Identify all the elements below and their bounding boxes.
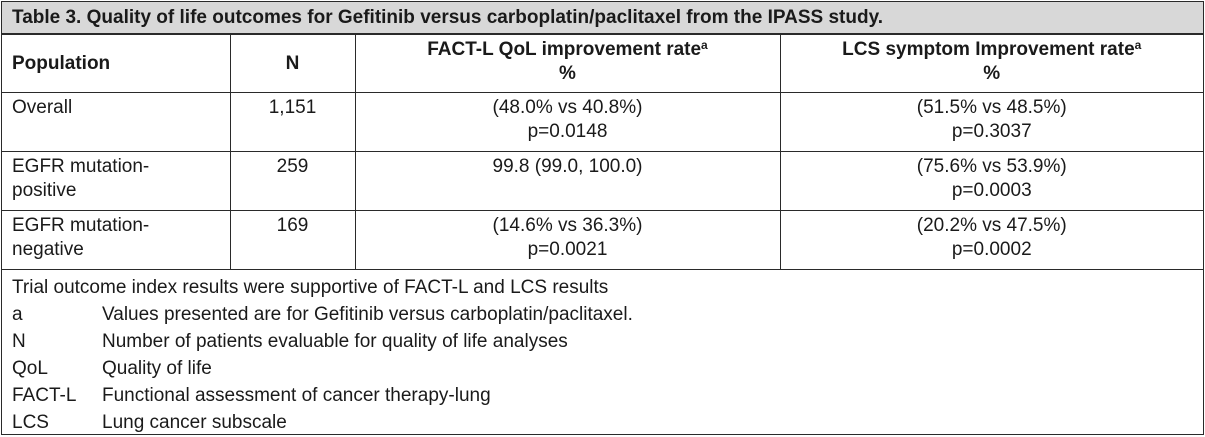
definitions-list: a Values presented are for Gefitinib vers… [12, 301, 1193, 436]
definition-text: Quality of life [102, 358, 212, 379]
definition-term: FACT-L [12, 385, 77, 406]
cell-fact-l: 99.8 (99.0, 100.0) [354, 151, 781, 211]
definition-item: LCS Lung cancer subscale [12, 409, 1193, 436]
header-lcs-unit: % [983, 63, 1001, 84]
definition-text: Number of patients evaluable for quality… [102, 331, 568, 352]
table-footnotes: Trial outcome index results were support… [2, 270, 1203, 436]
cell-lcs-line: (51.5% vs 48.5%) [916, 97, 1067, 118]
header-fact-l-label: FACT-L QoL improvement rate [427, 39, 702, 60]
cell-lcs-line: p=0.3037 [951, 121, 1032, 142]
table-row: Overall 1,151 (48.0% vs 40.8%) p=0.0148 (51.… [2, 92, 1203, 152]
cell-population-line: EGFR mutation- [12, 215, 150, 236]
cell-lcs-line: p=0.0002 [951, 239, 1032, 260]
cell-fact-l: (14.6% vs 36.3%) p=0.0021 [354, 210, 781, 270]
cell-population-line: positive [12, 180, 77, 201]
cell-fact-l: (48.0% vs 40.8%) p=0.0148 [354, 92, 781, 152]
cell-lcs-line: (75.6% vs 53.9%) [916, 156, 1067, 177]
table-row: EGFR mutation-positive 259 99.8 (99.0, 100… [2, 151, 1203, 211]
definition-item: a Values presented are for Gefitinib vers… [12, 301, 1193, 328]
header-lcs-footnote-mark: a [1134, 38, 1142, 52]
definition-item: N Number of patients evaluable for qualit… [12, 328, 1193, 355]
cell-lcs: (75.6% vs 53.9%) p=0.0003 [779, 151, 1203, 211]
header-population: Population [2, 34, 231, 93]
cell-population: EGFR mutation-negative [2, 210, 231, 270]
definition-term: LCS [12, 412, 49, 433]
table-title: Table 3. Quality of life outcomes for Ge… [2, 2, 1203, 34]
table-row: EGFR mutation-negative 169 (14.6% vs 36.3%… [2, 210, 1203, 270]
cell-lcs-line: (20.2% vs 47.5%) [916, 215, 1067, 236]
cell-lcs-line: p=0.0003 [951, 180, 1032, 201]
cell-fact-l-line: (48.0% vs 40.8%) [492, 97, 643, 118]
cell-fact-l-line: (14.6% vs 36.3%) [492, 215, 643, 236]
definition-text: Values presented are for Gefitinib versu… [102, 304, 633, 325]
definition-text: Functional assessment of cancer therapy-… [102, 385, 491, 406]
cell-fact-l-line: p=0.0148 [527, 121, 608, 142]
cell-lcs: (51.5% vs 48.5%) p=0.3037 [779, 92, 1203, 152]
cell-n-line: 1,151 [268, 97, 317, 118]
header-fact-l: FACT-L QoL improvement ratea % [354, 34, 781, 93]
header-n: N [229, 34, 356, 93]
footnote-text: Trial outcome index results were support… [12, 277, 609, 298]
definition-term: a [12, 304, 23, 325]
cell-n: 1,151 [229, 92, 356, 152]
cell-population-line: EGFR mutation- [12, 156, 150, 177]
header-row: Population N FACT-L QoL improvement rate… [2, 34, 1203, 93]
cell-n-line: 259 [276, 156, 309, 177]
cell-population-line: negative [12, 239, 84, 260]
cell-n: 259 [229, 151, 356, 211]
cell-n: 169 [229, 210, 356, 270]
definition-term: N [12, 331, 26, 352]
definition-text: Lung cancer subscale [102, 412, 287, 433]
cell-population-line: Overall [12, 97, 73, 118]
definition-term: QoL [12, 358, 48, 379]
header-fact-l-unit: % [559, 63, 576, 84]
cell-fact-l-line: 99.8 (99.0, 100.0) [492, 156, 643, 177]
header-lcs: LCS symptom Improvement ratea % [779, 34, 1203, 93]
cell-lcs: (20.2% vs 47.5%) p=0.0002 [779, 210, 1203, 270]
header-fact-l-footnote-mark: a [701, 38, 708, 52]
definition-item: FACT-L Functional assessment of cancer th… [12, 382, 1193, 409]
cell-population: EGFR mutation-positive [2, 151, 231, 211]
cell-population: Overall [2, 92, 231, 152]
header-lcs-label: LCS symptom Improvement rate [842, 39, 1135, 60]
definition-item: QoL Quality of life [12, 355, 1193, 382]
cell-n-line: 169 [276, 215, 309, 236]
data-table: Population N FACT-L QoL improvement rate… [2, 34, 1203, 270]
cell-fact-l-line: p=0.0021 [527, 239, 608, 260]
